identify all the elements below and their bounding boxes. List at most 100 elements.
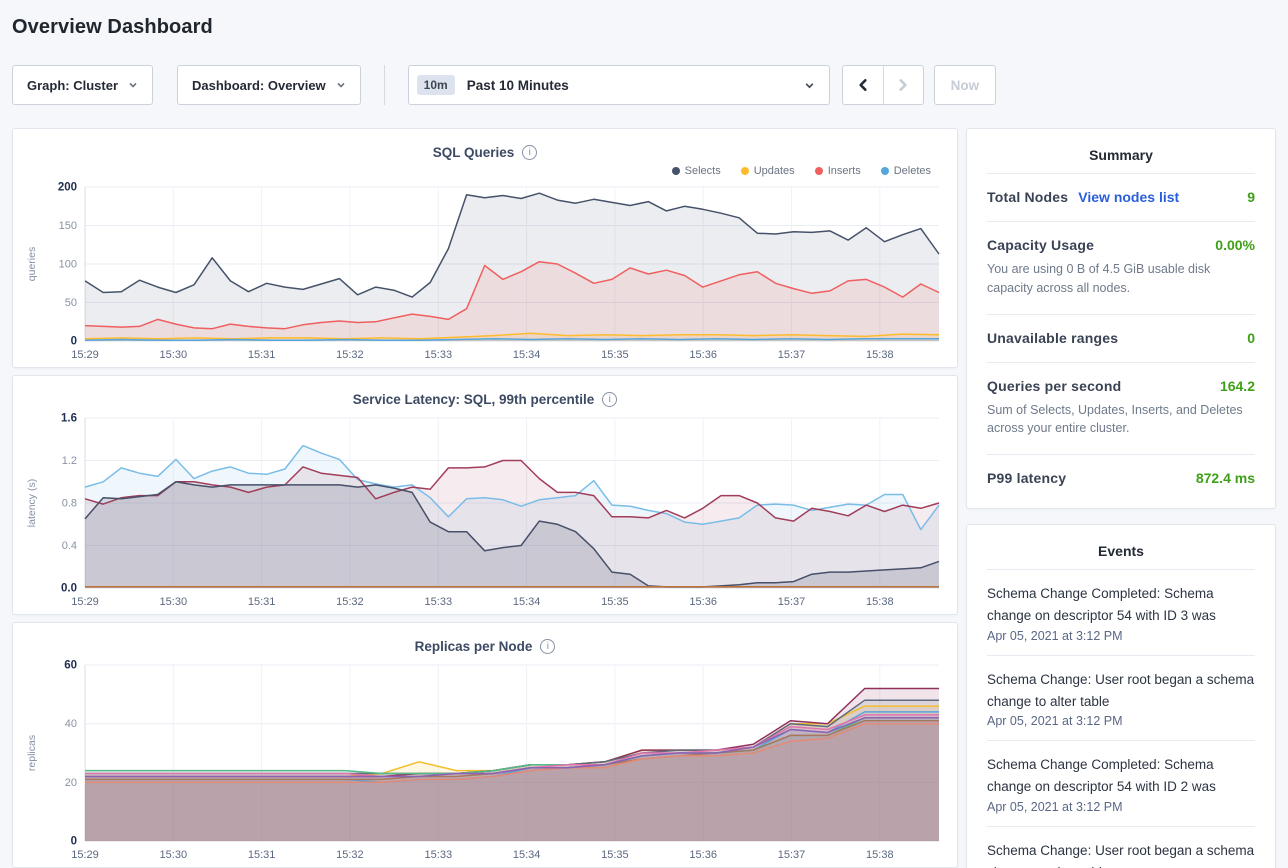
svg-text:0: 0 (71, 836, 77, 848)
time-range-label: Past 10 Minutes (466, 77, 569, 93)
time-nav-group (841, 65, 924, 105)
legend-item-updates[interactable]: Updates (740, 165, 795, 177)
svg-text:1.2: 1.2 (62, 455, 77, 467)
side-column: Summary Total Nodes View nodes list 9 Ca… (966, 128, 1276, 868)
view-nodes-list-link[interactable]: View nodes list (1078, 189, 1180, 205)
sql-queries-card: SQL Queries i Selects Updates Inserts De… (12, 128, 958, 368)
info-icon[interactable]: i (602, 391, 618, 407)
events-panel: Events Schema Change Completed: Schema c… (966, 524, 1276, 868)
toolbar: Graph: Cluster Dashboard: Overview 10m P… (12, 65, 1276, 105)
chevron-down-icon (129, 82, 137, 88)
legend-dot (671, 167, 680, 175)
svg-text:latency (s): latency (s) (26, 479, 38, 527)
time-range-picker[interactable]: 10m Past 10 Minutes (407, 65, 830, 105)
graph-dropdown[interactable]: Graph: Cluster (12, 65, 154, 105)
page-header: Overview Dashboard (0, 0, 1288, 40)
event-timestamp: Apr 05, 2021 at 3:12 PM (987, 800, 1123, 815)
dashboard-dropdown-label: Dashboard: Overview (192, 77, 326, 93)
replicas-per-node-card: Replicas per Node i 0 20 40 60 15:29 15:30 15:… (12, 622, 958, 868)
legend-item-deletes[interactable]: Deletes (880, 165, 931, 177)
svg-text:60: 60 (64, 660, 77, 672)
svg-text:15:31: 15:31 (248, 349, 276, 361)
legend-label: Selects (684, 165, 721, 177)
svg-text:15:32: 15:32 (336, 849, 364, 861)
svg-text:0.4: 0.4 (62, 540, 77, 552)
replicas-per-node-chart: 0 20 40 60 15:29 15:30 15:31 15:32 15:33 15:34 15:… (23, 657, 947, 865)
svg-text:15:30: 15:30 (160, 349, 188, 361)
svg-text:15:35: 15:35 (601, 849, 629, 861)
svg-text:150: 150 (59, 220, 77, 232)
svg-text:0.0: 0.0 (61, 583, 77, 595)
svg-text:20: 20 (65, 777, 77, 789)
summary-row-p99-latency: P99 latency 872.4 ms (987, 454, 1255, 502)
legend-item-inserts[interactable]: Inserts (814, 165, 861, 177)
summary-label: Capacity Usage (987, 237, 1095, 253)
svg-text:15:33: 15:33 (425, 596, 453, 608)
summary-value: 872.4 ms (1195, 470, 1255, 486)
chart-title: Replicas per Node (414, 638, 533, 654)
legend-label: Deletes (893, 165, 931, 177)
svg-text:50: 50 (65, 297, 77, 309)
svg-text:0.8: 0.8 (62, 498, 77, 510)
chart-title: Service Latency: SQL, 99th percentile (352, 391, 595, 407)
chevron-down-icon (337, 82, 345, 88)
info-icon[interactable]: i (540, 638, 556, 654)
summary-title: Summary (1089, 147, 1153, 163)
chart-header: SQL Queries i (23, 141, 947, 163)
event-item: Schema Change: User root began a schema … (987, 826, 1255, 868)
summary-label: Queries per second (987, 377, 1122, 394)
legend-dot (814, 167, 823, 175)
time-next-button[interactable] (882, 66, 923, 104)
time-prev-button[interactable] (843, 66, 883, 104)
svg-text:0: 0 (71, 336, 77, 348)
event-item: Schema Change: User root began a schema … (987, 654, 1255, 741)
svg-text:15:36: 15:36 (689, 349, 717, 361)
summary-value: 0 (1247, 329, 1255, 346)
chart-legend: Selects Updates Inserts Deletes (23, 163, 947, 179)
svg-text:15:38: 15:38 (866, 349, 894, 361)
legend-label: Inserts (827, 165, 861, 177)
summary-value: 164.2 (1219, 377, 1255, 394)
svg-text:15:35: 15:35 (601, 349, 629, 361)
main-content: SQL Queries i Selects Updates Inserts De… (0, 128, 1288, 868)
svg-text:queries: queries (26, 247, 38, 281)
svg-text:15:29: 15:29 (71, 349, 99, 361)
svg-text:1.6: 1.6 (61, 413, 77, 425)
svg-text:15:36: 15:36 (689, 596, 717, 608)
svg-text:15:31: 15:31 (248, 596, 276, 608)
svg-text:15:29: 15:29 (71, 849, 99, 861)
summary-row-total-nodes: Total Nodes View nodes list 9 (987, 173, 1255, 221)
svg-text:replicas: replicas (26, 735, 38, 771)
event-item: Schema Change Completed: Schema change o… (987, 569, 1255, 655)
svg-text:15:31: 15:31 (248, 849, 276, 861)
svg-text:15:35: 15:35 (601, 596, 629, 608)
event-message: Schema Change: User root began a schema … (987, 843, 1255, 868)
summary-row-capacity-usage: Capacity Usage 0.00% You are using 0 B o… (987, 221, 1255, 314)
sql-queries-chart: 0 50 100 150 200 15:29 15:30 15:31 15:32 15:33 15:… (23, 179, 947, 365)
event-message: Schema Change Completed: Schema change o… (987, 757, 1216, 795)
chart-title: SQL Queries (432, 144, 515, 160)
svg-text:15:32: 15:32 (336, 596, 364, 608)
legend-label: Updates (753, 165, 795, 177)
svg-text:15:34: 15:34 (513, 596, 541, 608)
dashboard-dropdown[interactable]: Dashboard: Overview (177, 65, 361, 105)
summary-subtitle: You are using 0 B of 4.5 GiB usable disk… (987, 262, 1211, 295)
svg-text:15:33: 15:33 (425, 349, 453, 361)
svg-text:15:37: 15:37 (778, 849, 806, 861)
svg-text:15:34: 15:34 (513, 349, 541, 361)
toolbar-divider (383, 65, 385, 105)
time-range-badge: 10m (416, 75, 455, 95)
svg-text:15:30: 15:30 (160, 596, 188, 608)
summary-label: Total Nodes (987, 189, 1069, 205)
svg-text:15:38: 15:38 (866, 596, 894, 608)
legend-item-selects[interactable]: Selects (671, 165, 721, 177)
graph-dropdown-label: Graph: Cluster (27, 77, 119, 93)
svg-text:15:37: 15:37 (778, 349, 806, 361)
svg-text:200: 200 (58, 182, 77, 194)
info-icon[interactable]: i (522, 144, 538, 160)
now-button[interactable]: Now (933, 65, 997, 105)
chevron-down-icon (805, 82, 814, 88)
svg-text:40: 40 (65, 718, 77, 730)
events-title: Events (1098, 543, 1144, 559)
legend-dot (740, 167, 749, 175)
